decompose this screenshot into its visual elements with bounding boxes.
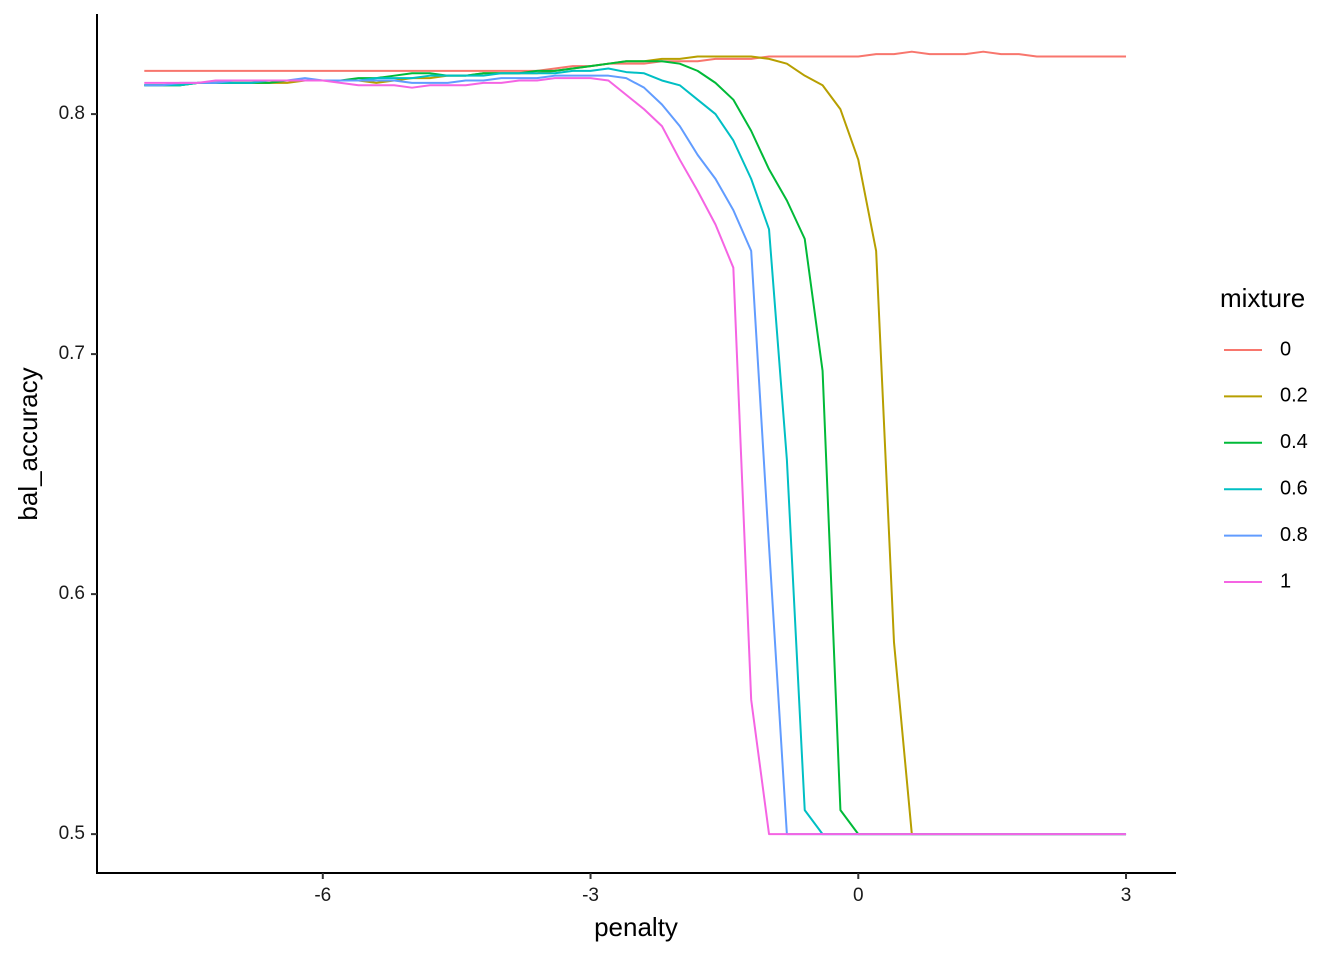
y-tick-label: 0.6	[59, 583, 85, 604]
legend-label: 0	[1280, 338, 1291, 360]
legend-label: 0.2	[1280, 385, 1308, 407]
legend-label: 0.8	[1280, 524, 1308, 546]
x-tick-label: 3	[1121, 885, 1132, 906]
x-tick-label: 0	[853, 885, 864, 906]
x-tick-label: -3	[582, 885, 599, 906]
y-tick-label: 0.7	[59, 343, 85, 364]
data-line	[144, 50, 1127, 72]
y-axis-title: bal_accuracy	[13, 367, 43, 520]
legend-label: 1	[1280, 570, 1291, 592]
x-tick-label: -6	[314, 885, 331, 906]
legend-label: 0.4	[1280, 431, 1308, 453]
legend-label: 0.6	[1280, 477, 1308, 499]
data-line	[144, 77, 1127, 836]
legend-title: mixture	[1220, 283, 1305, 313]
y-tick-label: 0.8	[59, 103, 85, 124]
x-axis-title: penalty	[594, 912, 678, 942]
y-tick-label: 0.5	[59, 823, 85, 844]
